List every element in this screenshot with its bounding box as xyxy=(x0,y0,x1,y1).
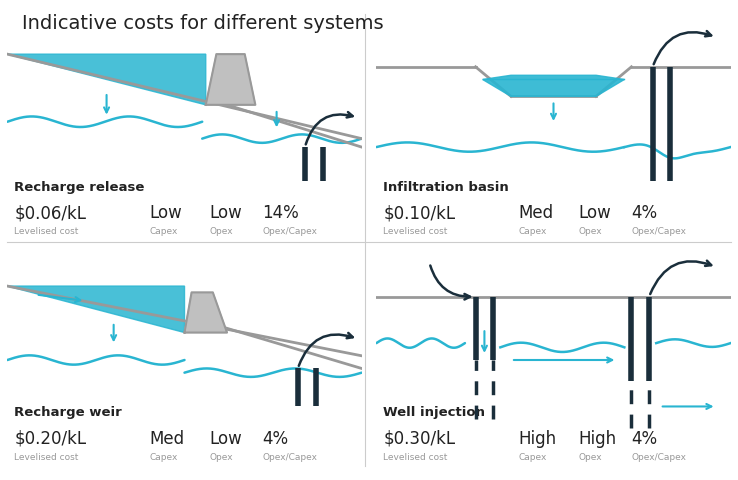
Text: $0.30/kL: $0.30/kL xyxy=(384,430,455,448)
Text: 4%: 4% xyxy=(632,204,658,222)
Text: Recharge release: Recharge release xyxy=(15,181,145,194)
Text: High: High xyxy=(518,430,556,448)
Text: $0.20/kL: $0.20/kL xyxy=(15,430,86,448)
Text: Levelised cost: Levelised cost xyxy=(15,453,79,462)
Text: Opex: Opex xyxy=(579,453,602,462)
Text: Capex: Capex xyxy=(518,453,546,462)
Text: Opex: Opex xyxy=(210,228,233,236)
Text: Low: Low xyxy=(210,430,242,448)
Text: 4%: 4% xyxy=(632,430,658,448)
Text: Capex: Capex xyxy=(149,453,177,462)
Text: Infiltration basin: Infiltration basin xyxy=(384,181,509,194)
Text: $0.10/kL: $0.10/kL xyxy=(384,204,455,222)
Text: High: High xyxy=(579,430,616,448)
Text: Levelised cost: Levelised cost xyxy=(384,228,448,236)
Text: 14%: 14% xyxy=(263,204,299,222)
Text: Low: Low xyxy=(149,204,182,222)
Text: Med: Med xyxy=(518,204,554,222)
Text: Well injection: Well injection xyxy=(384,407,486,420)
Polygon shape xyxy=(7,286,184,333)
Text: Low: Low xyxy=(579,204,611,222)
Polygon shape xyxy=(206,54,255,105)
Text: Opex: Opex xyxy=(579,228,602,236)
Text: Opex/Capex: Opex/Capex xyxy=(632,453,686,462)
Text: Capex: Capex xyxy=(518,228,546,236)
Text: Opex/Capex: Opex/Capex xyxy=(263,453,317,462)
Text: Recharge weir: Recharge weir xyxy=(15,407,123,420)
Text: Levelised cost: Levelised cost xyxy=(15,228,79,236)
Polygon shape xyxy=(7,54,206,105)
Text: Capex: Capex xyxy=(149,228,177,236)
Text: Opex/Capex: Opex/Capex xyxy=(263,228,317,236)
Text: Levelised cost: Levelised cost xyxy=(384,453,448,462)
Polygon shape xyxy=(184,292,227,333)
Text: 4%: 4% xyxy=(263,430,289,448)
Text: $0.06/kL: $0.06/kL xyxy=(15,204,86,222)
Text: Low: Low xyxy=(210,204,242,222)
Polygon shape xyxy=(483,75,624,96)
Text: Med: Med xyxy=(149,430,184,448)
Text: Opex: Opex xyxy=(210,453,233,462)
Text: Indicative costs for different systems: Indicative costs for different systems xyxy=(22,14,384,34)
Text: Opex/Capex: Opex/Capex xyxy=(632,228,686,236)
